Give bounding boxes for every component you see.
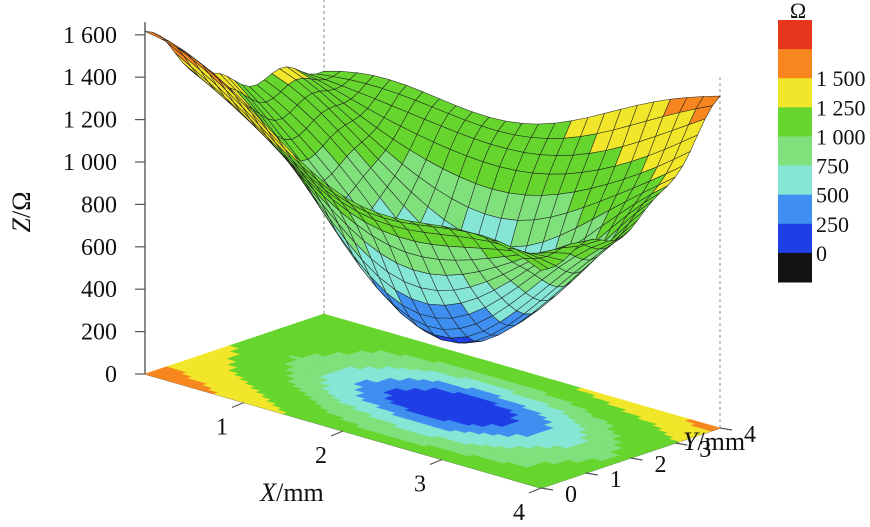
y-tick-mark xyxy=(540,487,554,491)
x-axis-title: X/mm xyxy=(259,478,324,507)
colorbar-label: 500 xyxy=(816,183,849,208)
y-tick-label: 0 xyxy=(565,482,577,508)
colorbar-label: 0 xyxy=(816,241,827,266)
y-tick-mark xyxy=(675,442,688,446)
colorbar: 1 500 1 250 1 000 750 500 250 0 xyxy=(778,20,866,283)
x-tick-mark xyxy=(429,458,443,466)
colorbar-segment xyxy=(778,49,812,79)
x-axis-ticks: 1 2 3 4 xyxy=(216,401,542,526)
colorbar-label: 1 000 xyxy=(816,124,866,149)
colorbar-segment xyxy=(778,194,812,225)
y-tick-label: 2 xyxy=(655,452,667,478)
colorbar-segment xyxy=(778,20,812,50)
y-axis-ticks: 0 1 2 3 4 xyxy=(540,422,756,508)
x-tick-label: 2 xyxy=(315,443,327,469)
x-tick-mark xyxy=(330,430,344,437)
colorbar-segment xyxy=(778,78,812,108)
colorbar-segment xyxy=(778,223,812,254)
surface-cell xyxy=(523,257,550,271)
z-axis-title: Z/Ω xyxy=(7,191,36,232)
z-tick-label: 1 600 xyxy=(63,23,117,49)
y-tick-mark xyxy=(585,472,598,476)
colorbar-segment xyxy=(778,252,812,283)
contour-floor xyxy=(143,313,722,489)
z-axis-ticks: 0 200 400 600 800 1 000 1 200 1 400 1 600 xyxy=(63,23,145,388)
x-tick-mark xyxy=(528,487,542,494)
colorbar-label: 250 xyxy=(816,212,849,237)
colorbar-label: 1 500 xyxy=(816,66,866,91)
x-tick-label: 1 xyxy=(216,415,228,441)
surface-mesh xyxy=(144,31,721,344)
z-tick-label: 1 000 xyxy=(63,150,117,176)
y-tick-label: 1 xyxy=(610,467,622,493)
y-axis-title: Y/mm xyxy=(683,427,745,456)
colorbar-segment xyxy=(778,107,812,137)
z-tick-label: 200 xyxy=(81,320,117,346)
y-tick-label: 4 xyxy=(744,422,756,448)
x-tick-label: 4 xyxy=(513,500,525,526)
y-tick-mark xyxy=(719,427,733,431)
z-tick-label: 800 xyxy=(81,192,117,218)
colorbar-unit: Ω xyxy=(790,0,806,23)
colorbar-segment xyxy=(778,165,812,196)
z-tick-label: 1 400 xyxy=(63,65,117,91)
colorbar-label: 1 250 xyxy=(816,95,866,120)
colorbar-label: 750 xyxy=(816,154,849,179)
colorbar-segment xyxy=(778,136,812,167)
z-tick-label: 400 xyxy=(81,277,117,303)
x-tick-label: 3 xyxy=(414,472,426,498)
x-tick-mark xyxy=(231,401,245,409)
z-tick-label: 600 xyxy=(81,235,117,261)
surface-cell xyxy=(144,31,170,42)
z-tick-label: 0 xyxy=(105,362,117,388)
y-tick-mark xyxy=(630,457,643,461)
z-tick-label: 1 200 xyxy=(63,108,117,134)
y-tick-label: 3 xyxy=(699,437,711,463)
